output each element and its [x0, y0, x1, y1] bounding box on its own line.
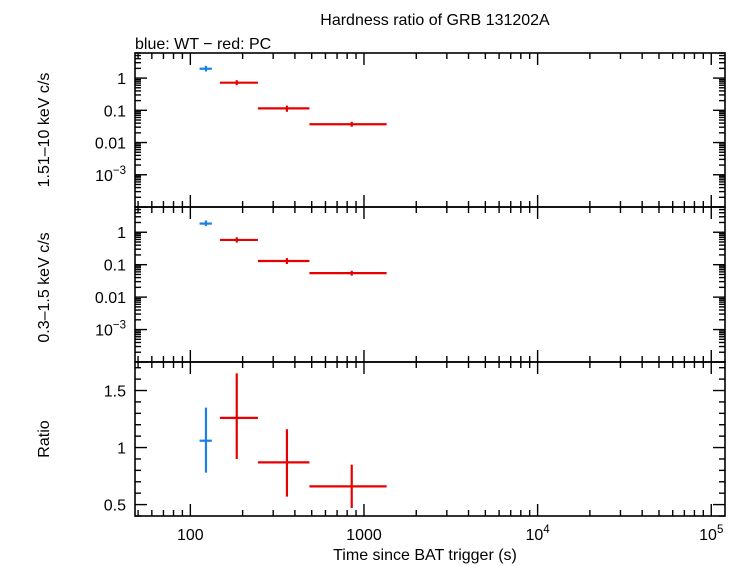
data-point-pc [309, 121, 387, 127]
data-point-wt [199, 407, 212, 473]
panel-frame [134, 206, 726, 363]
data-point-wt [199, 220, 212, 227]
chart-title: Hardness ratio of GRB 131202A [320, 12, 550, 29]
y-tick-label: 0.1 [104, 258, 126, 275]
chart-panels: 1 0.1 0.01 10−3 1 0.1 0.01 10−3 1.5 1 0.5 100 1000 10… [36, 52, 726, 564]
chart-subtitle: blue: WT − red: PC [135, 36, 271, 53]
x-axis-label: Time since BAT trigger (s) [333, 547, 517, 564]
data-point-pc [257, 258, 310, 264]
data-point-pc [309, 270, 387, 276]
y-tick-label: 1 [117, 225, 126, 242]
data-point-pc [219, 373, 258, 459]
panel-hard: 1 0.1 0.01 10−3 [95, 52, 726, 208]
y-tick-label: 1.5 [104, 384, 126, 401]
data-point-pc [257, 105, 310, 112]
y-axis-label-ratio: Ratio [36, 420, 53, 457]
x-tick-label: 100 [177, 527, 204, 544]
y-tick-label: 10−3 [95, 165, 126, 185]
panel-frame [134, 52, 726, 208]
y-tick-label: 0.5 [104, 498, 126, 515]
y-axis-label-soft: 0.3–1.5 keV c/s [36, 232, 53, 342]
panel-frame [134, 361, 726, 517]
x-tick-label: 104 [526, 524, 551, 544]
data-point-pc [309, 464, 387, 509]
y-tick-label: 0.01 [95, 136, 126, 153]
y-axis-label-hard: 1.51–10 keV c/s [36, 73, 53, 188]
y-tick-label: 0.01 [95, 290, 126, 307]
y-tick-label: 10−3 [95, 320, 126, 340]
data-point-wt [199, 65, 212, 72]
data-point-pc [219, 237, 258, 243]
x-tick-label: 105 [699, 524, 723, 544]
panel-soft: 1 0.1 0.01 10−3 [95, 206, 726, 363]
y-tick-label: 1 [117, 441, 126, 458]
panel-ratio: 1.5 1 0.5 100 1000 104 105 Time since BAT trigg… [104, 361, 726, 564]
data-point-pc [219, 80, 258, 86]
data-point-pc [257, 429, 310, 497]
x-tick-label: 1000 [346, 527, 382, 544]
y-tick-label: 1 [117, 71, 126, 88]
y-tick-label: 0.1 [104, 103, 126, 120]
